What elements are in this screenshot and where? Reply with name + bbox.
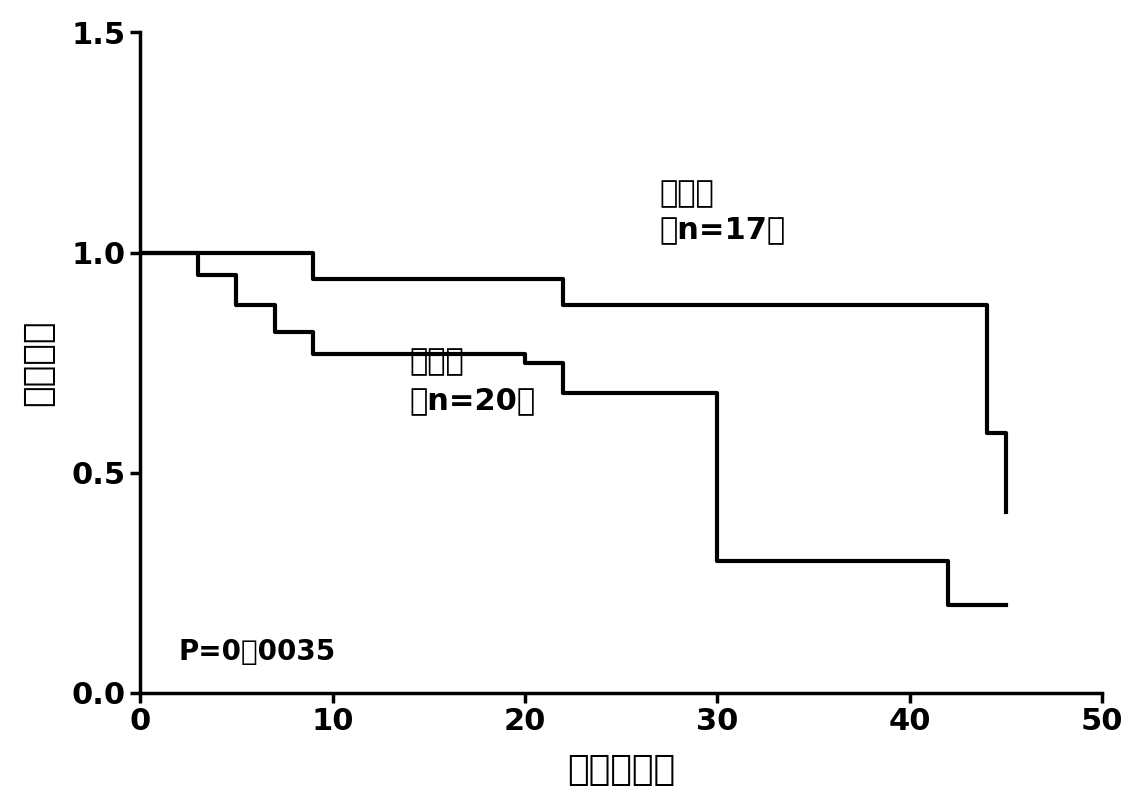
X-axis label: 时间（月）: 时间（月）: [567, 753, 675, 787]
Text: P=0．0035: P=0．0035: [178, 638, 336, 667]
Text: 低表达: 低表达: [660, 179, 714, 208]
Y-axis label: 总生存率: 总生存率: [21, 319, 55, 406]
Text: 高表达: 高表达: [410, 347, 464, 376]
Text: （n=20）: （n=20）: [410, 386, 535, 415]
Text: （n=17）: （n=17）: [660, 215, 786, 244]
